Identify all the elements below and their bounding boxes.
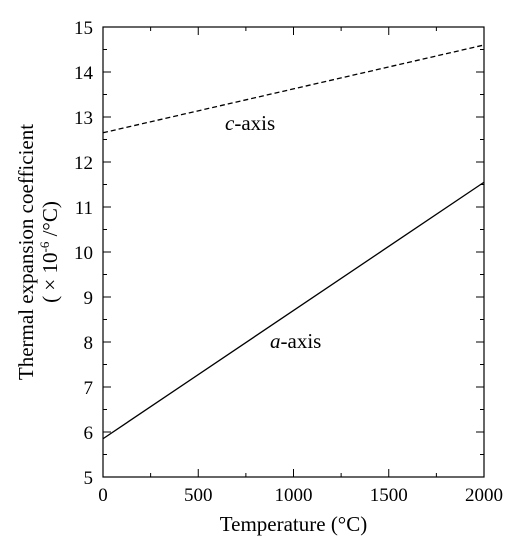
y-tick-label: 12 [74, 153, 93, 174]
y-tick-label: 13 [74, 108, 93, 129]
x-tick-label: 1000 [275, 485, 313, 506]
a-axis-line [102, 181, 485, 440]
a-axis-label-suffix: -axis [281, 329, 322, 353]
y-axis-unit-suffix: /°C) [38, 201, 62, 241]
axis-tick-labels: 0 500 1000 1500 2000 5 6 7 8 9 10 11 12 13 14 15 [74, 18, 503, 506]
c-axis-label: c-axis [225, 111, 275, 135]
c-axis-label-suffix: -axis [234, 111, 275, 135]
y-tick-label: 11 [75, 198, 93, 219]
a-axis-label-letter: a [270, 329, 281, 353]
plot-area-frame [102, 26, 485, 478]
y-axis-title-line1: Thermal expansion coefficient [14, 124, 38, 380]
x-tick-label: 2000 [465, 485, 503, 506]
y-axis-title: Thermal expansion coefficient ( × 10-6 /… [14, 124, 62, 380]
c-axis-line [102, 44, 485, 134]
y-tick-label: 9 [84, 288, 94, 309]
series-lines [102, 44, 485, 440]
y-tick-label: 10 [74, 243, 93, 264]
x-tick-label: 1500 [370, 485, 408, 506]
x-axis-title: Temperature (°C) [220, 512, 367, 536]
x-tick-label: 0 [98, 485, 108, 506]
x-tick-label: 500 [184, 485, 213, 506]
y-tick-label: 14 [74, 63, 94, 84]
y-axis-title-line2: ( × 10-6 /°C) [37, 201, 62, 303]
y-axis-unit-prefix: ( × 10 [38, 252, 62, 302]
c-axis-label-letter: c [225, 111, 235, 135]
y-tick-label: 6 [84, 423, 94, 444]
a-axis-label: a-axis [270, 329, 321, 353]
y-tick-label: 7 [84, 378, 94, 399]
y-tick-label: 15 [74, 18, 93, 39]
y-tick-label: 8 [84, 333, 94, 354]
axis-ticks [102, 26, 485, 478]
y-axis-unit-exponent: -6 [37, 241, 52, 252]
y-tick-label: 5 [84, 468, 94, 489]
